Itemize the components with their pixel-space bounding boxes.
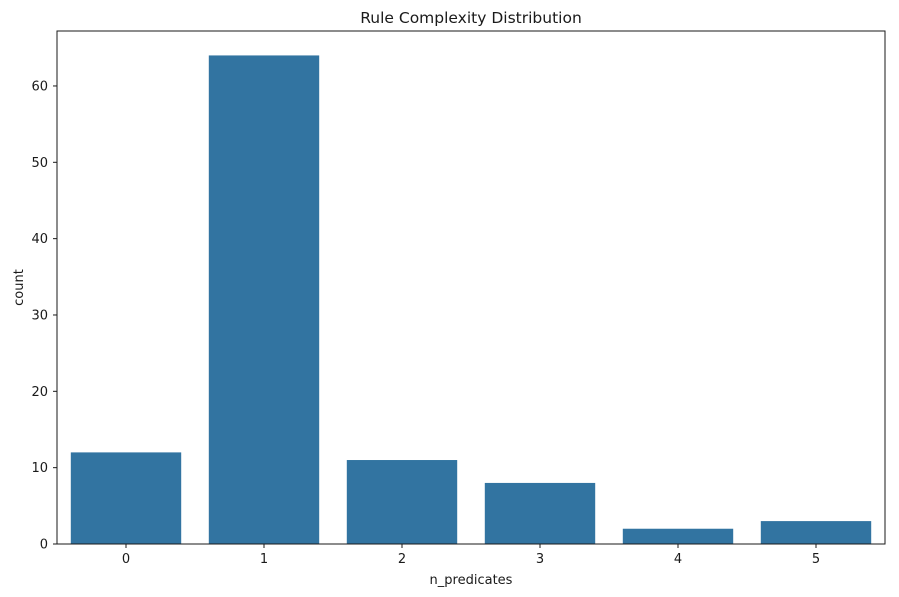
y-axis-label: count xyxy=(12,269,27,306)
x-tick-label: 1 xyxy=(260,552,268,567)
bar-4 xyxy=(622,528,734,544)
x-tick-label: 0 xyxy=(122,552,130,567)
x-tick-label: 4 xyxy=(674,552,682,567)
plot-area-frame xyxy=(56,30,886,545)
x-tick-label: 3 xyxy=(536,552,544,567)
y-tick-label: 10 xyxy=(31,461,48,476)
y-axis-ticks: 0 10 20 30 40 50 60 xyxy=(31,79,57,553)
y-tick-label: 60 xyxy=(31,79,48,94)
bar-0 xyxy=(70,452,182,544)
x-tick-label: 5 xyxy=(812,552,820,567)
y-tick-label: 20 xyxy=(31,385,48,400)
x-axis-label: n_predicates xyxy=(430,573,513,588)
y-tick-label: 30 xyxy=(31,308,48,323)
y-tick-label: 40 xyxy=(31,232,48,247)
bar-1 xyxy=(208,55,320,545)
x-axis-ticks: 0 1 2 3 4 5 xyxy=(122,544,820,567)
y-tick-label: 0 xyxy=(40,538,48,553)
bar-3 xyxy=(484,482,596,544)
x-tick-label: 2 xyxy=(398,552,406,567)
bar-2 xyxy=(346,460,458,544)
y-tick-label: 50 xyxy=(31,156,48,171)
chart-title: Rule Complexity Distribution xyxy=(360,9,582,27)
bar-5 xyxy=(760,521,872,544)
bars-layer xyxy=(70,55,872,545)
